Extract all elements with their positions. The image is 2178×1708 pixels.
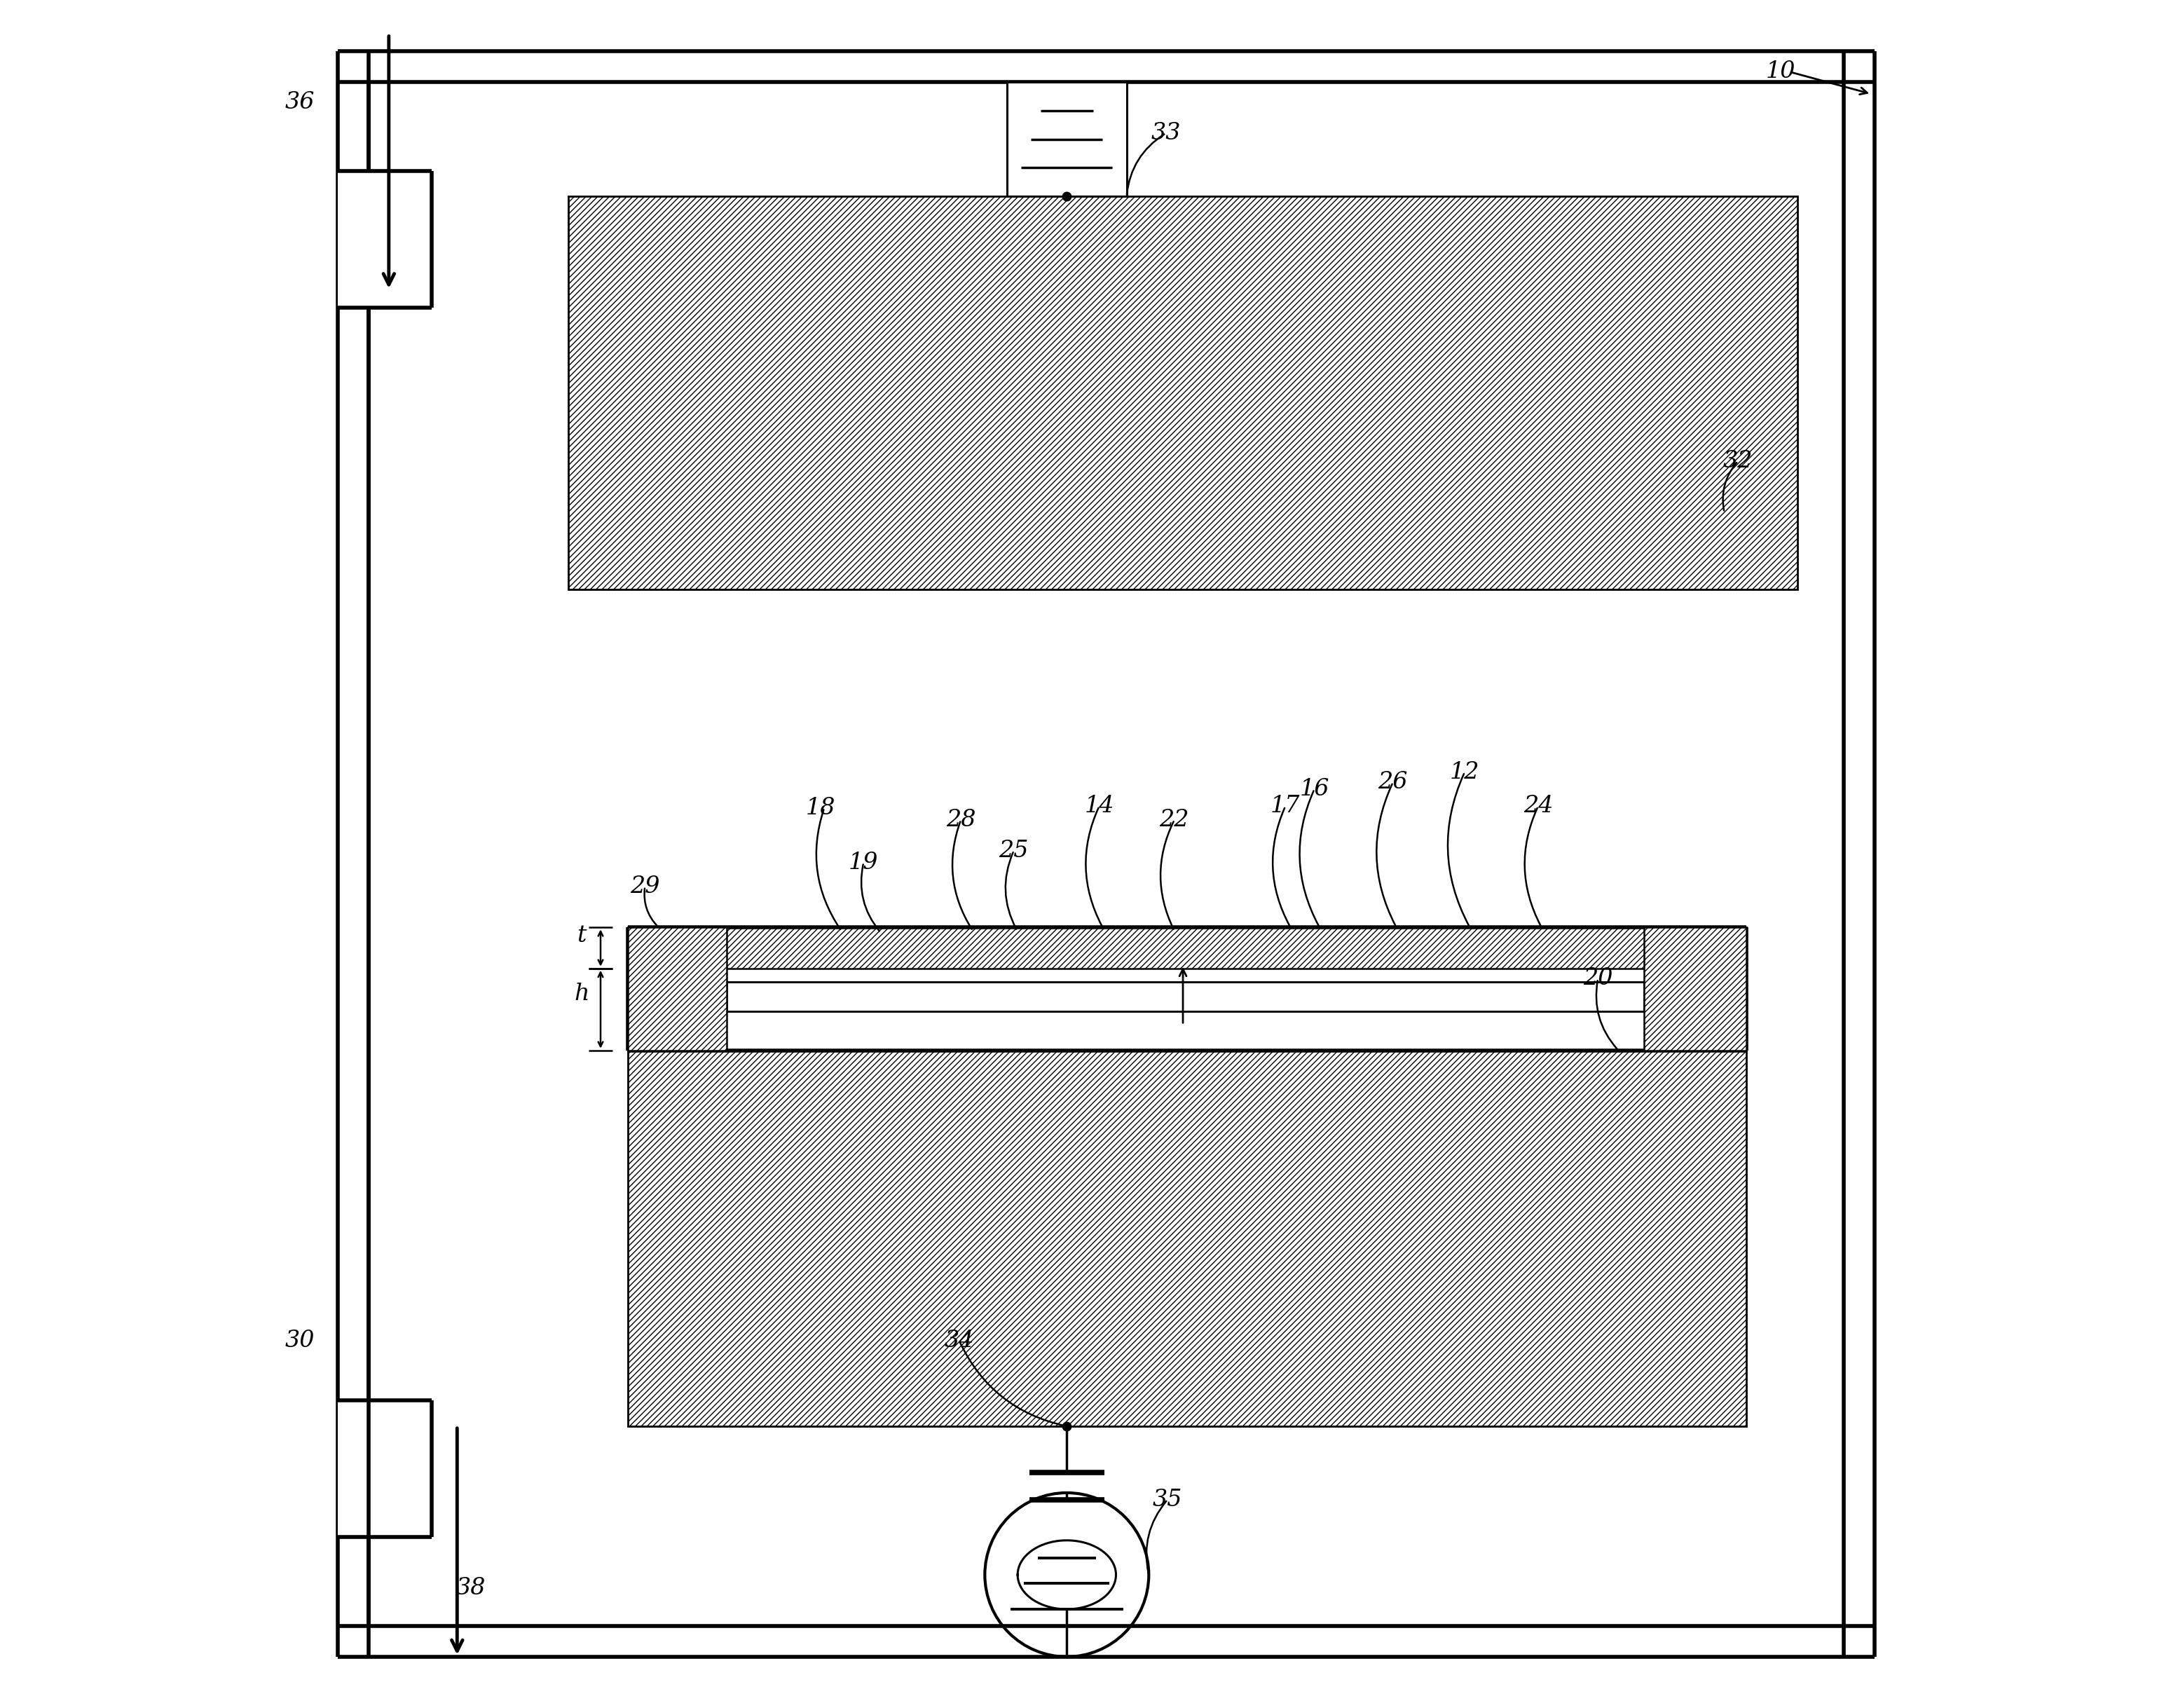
Text: 26: 26 (1379, 770, 1407, 794)
Text: 29: 29 (629, 874, 660, 898)
Bar (627, 927, 1747, 1050)
Bar (338, 51, 1875, 82)
Text: 10: 10 (1766, 60, 1795, 84)
Bar (338, 1626, 1875, 1657)
Bar (627, 927, 727, 1050)
Bar (1006, 82, 1126, 196)
Text: 22: 22 (1159, 808, 1189, 832)
Text: t: t (577, 924, 586, 948)
Text: 18: 18 (806, 796, 836, 820)
Bar (1644, 927, 1747, 1050)
Text: 36: 36 (285, 91, 316, 114)
Bar (627, 1050, 1747, 1426)
Bar (727, 968, 1644, 1050)
Bar (727, 982, 1644, 1011)
Text: 28: 28 (945, 808, 976, 832)
Text: 24: 24 (1522, 794, 1553, 818)
Bar (338, 1401, 431, 1537)
Text: 30: 30 (285, 1329, 316, 1353)
Text: 19: 19 (849, 851, 878, 874)
Bar (338, 51, 368, 1657)
Text: 38: 38 (455, 1576, 486, 1600)
Bar (1845, 51, 1875, 1657)
Text: 12: 12 (1451, 760, 1479, 784)
Text: 14: 14 (1085, 794, 1115, 818)
Text: 35: 35 (1152, 1488, 1183, 1512)
Text: 34: 34 (945, 1329, 974, 1353)
Text: 17: 17 (1270, 794, 1300, 818)
Text: h: h (575, 982, 590, 1006)
Text: 25: 25 (1000, 839, 1028, 863)
Bar (568, 196, 1797, 589)
Bar (338, 171, 431, 307)
Text: 33: 33 (1150, 121, 1180, 145)
Text: 32: 32 (1723, 449, 1753, 473)
Text: 16: 16 (1300, 777, 1329, 801)
Text: 20: 20 (1583, 967, 1614, 991)
